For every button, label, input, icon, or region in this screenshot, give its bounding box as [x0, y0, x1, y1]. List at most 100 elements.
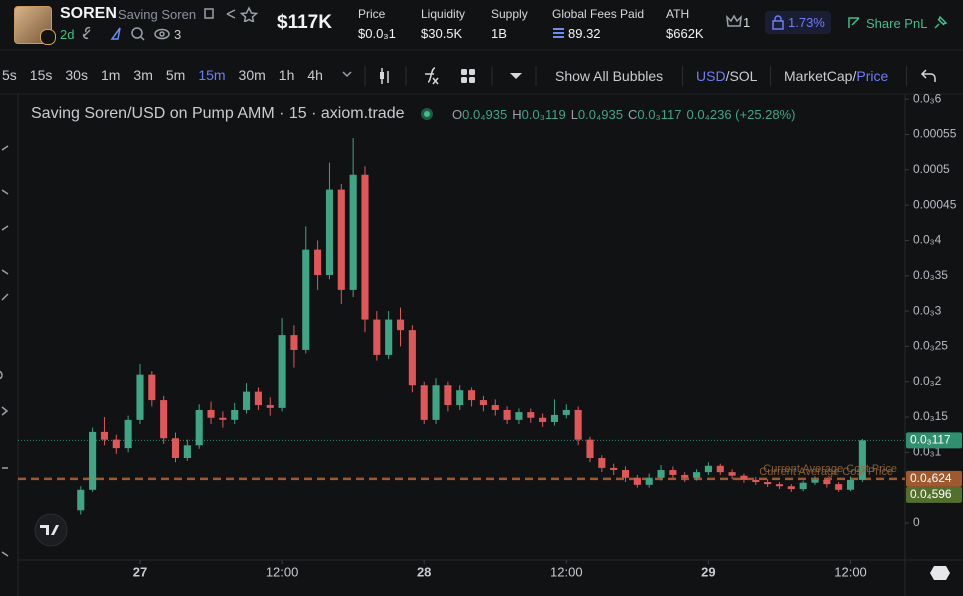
pump-icon[interactable]: [110, 27, 121, 40]
x-tick-label: 27: [133, 564, 147, 579]
candle-body: [764, 482, 772, 485]
candle-body: [219, 417, 227, 420]
dropdown-icon[interactable]: [510, 73, 522, 79]
price-label: 0.0₄596: [910, 487, 952, 501]
candle-body: [444, 385, 452, 406]
lock-body: [772, 20, 784, 30]
fees-icon: [553, 28, 564, 38]
separator: [682, 66, 683, 86]
more-intervals[interactable]: [342, 71, 352, 78]
share-pnl-button[interactable]: Share PnL: [866, 16, 928, 31]
candle-body: [503, 409, 511, 420]
candle-body: [752, 479, 760, 483]
candle-body: [811, 479, 819, 483]
candle-body: [171, 438, 180, 459]
logo-mark: [40, 525, 59, 535]
candle-body: [266, 405, 274, 408]
indicators-icon[interactable]: [425, 67, 439, 85]
candle-body: [704, 465, 712, 473]
crown: [726, 14, 742, 27]
interval-option[interactable]: 1m: [100, 67, 121, 83]
eye-pupil: [159, 31, 165, 37]
holders-count: 1: [743, 15, 751, 30]
separator: [770, 66, 771, 86]
candle-body: [693, 472, 701, 478]
y-tick-label: 0.0005: [913, 162, 950, 176]
token-name: Saving Soren: [118, 7, 197, 22]
ohlc-item: C0.0₃117: [628, 107, 681, 122]
stat-value: 89.32: [568, 26, 601, 41]
layout-icon[interactable]: [461, 69, 467, 75]
y-tick-label: 0.0₃6: [913, 91, 942, 105]
candle-body: [314, 249, 322, 276]
price-label-box: [906, 486, 962, 503]
left-toolbar: [0, 145, 9, 557]
y-tick-label: 0.00045: [913, 197, 957, 211]
candle-body: [77, 489, 85, 511]
star-icon[interactable]: [239, 6, 259, 22]
share-icon[interactable]: [226, 9, 236, 19]
search-icon[interactable]: [131, 27, 143, 39]
candle-body: [100, 431, 109, 440]
toggle-separator: /: [725, 68, 730, 84]
interval-option[interactable]: 3m: [133, 67, 153, 83]
candle-body: [539, 417, 547, 422]
copy-icon[interactable]: [204, 8, 214, 19]
interval-option[interactable]: 30m: [238, 67, 266, 83]
ohlc-item: L0.0₄935: [571, 107, 623, 122]
interval-option[interactable]: 15s: [29, 67, 53, 83]
candle-body: [290, 335, 298, 350]
annotation: Current Average Cost Price: [759, 466, 893, 478]
share-pnl-icon: [848, 17, 860, 28]
metric-marketcap[interactable]: MarketCap: [784, 68, 853, 84]
undo[interactable]: [920, 69, 936, 82]
candle-body: [846, 479, 855, 490]
candle-body: [254, 391, 262, 406]
candle-body: [621, 470, 630, 478]
interval-option[interactable]: 4h: [307, 67, 323, 83]
interval-option[interactable]: 1h: [278, 67, 295, 83]
interval-option[interactable]: 5m: [165, 67, 186, 83]
y-tick-label: 0: [913, 515, 920, 529]
candle-body: [550, 414, 559, 422]
metric-price[interactable]: Price: [856, 68, 889, 84]
interval-option[interactable]: 5s: [2, 67, 17, 83]
candle-body: [858, 440, 866, 480]
lock-icon: [772, 15, 784, 30]
drawing-tools[interactable]: [0, 145, 9, 557]
interval-option[interactable]: 15m: [198, 67, 226, 83]
watchers: 3: [174, 27, 182, 42]
y-tick-label: 0.0₃4: [913, 233, 942, 247]
layout-icon: [469, 69, 475, 75]
candle-body: [396, 319, 405, 331]
metric-toggle[interactable]: MarketCap/Price: [784, 68, 888, 84]
logo-circle: [34, 513, 68, 547]
separator: [906, 66, 907, 86]
interval-option[interactable]: 30s: [65, 67, 88, 83]
candle-body: [681, 474, 689, 478]
show-bubbles[interactable]: Show All Bubbles: [555, 68, 664, 84]
ohlc-value: 0.0₄935: [577, 107, 623, 122]
settings-hex[interactable]: [930, 566, 950, 580]
toolbar-icons: [342, 66, 537, 86]
eye-icon[interactable]: [154, 28, 170, 40]
pin[interactable]: [934, 15, 948, 29]
link-icons: [82, 26, 170, 41]
currency-toggle[interactable]: USD/SOL: [696, 68, 757, 84]
candle-body: [420, 385, 428, 420]
currency-sol[interactable]: SOL: [729, 68, 758, 84]
candle-body: [716, 465, 724, 473]
token-age: 2d: [60, 27, 75, 42]
candle-body: [385, 319, 393, 355]
link-icon[interactable]: [82, 26, 91, 40]
x-tick-label: 12:00: [550, 564, 583, 579]
candle-body: [302, 249, 310, 350]
candle-body: [598, 458, 606, 468]
candle-type-body: [380, 72, 384, 79]
currency-usd[interactable]: USD: [696, 68, 726, 84]
y-tick-label: 0.0₃3: [913, 303, 942, 317]
y-tick-label: 0.0₃2: [913, 374, 942, 388]
chart-title: Saving Soren/USD on Pump AMM · 15 · axio…: [31, 105, 405, 122]
ohlc-key: C: [628, 107, 638, 122]
candle-body: [361, 174, 369, 320]
